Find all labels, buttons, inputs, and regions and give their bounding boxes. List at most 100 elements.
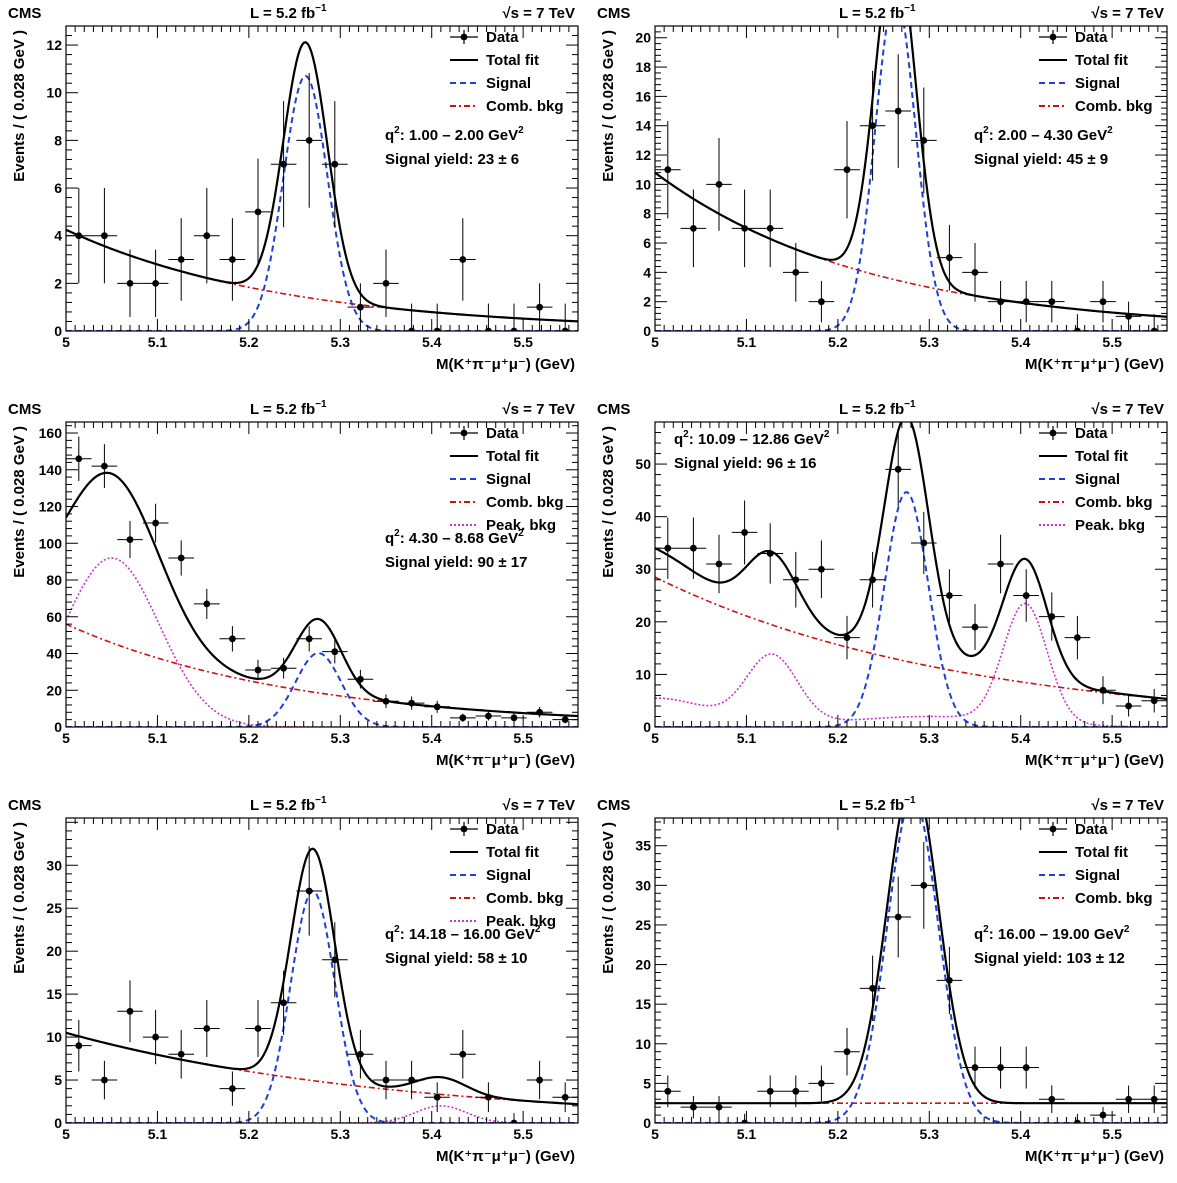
data-point	[117, 249, 143, 318]
y-tick-label: 40	[635, 509, 651, 525]
legend-label: Comb. bkg	[1075, 890, 1153, 907]
signal-curve	[655, 491, 1167, 727]
data-point	[1039, 1085, 1065, 1113]
data-point	[142, 1009, 169, 1065]
data-point	[91, 444, 118, 488]
data-point	[270, 101, 297, 228]
data-point	[1039, 592, 1065, 641]
mass-fit-plot: CMS L = 5.2 fb−1 √s = 7 TeV 5 5.1 5.2 5.3 5.4 5.…	[597, 3, 1168, 373]
legend-entry-comb: Comb. bkg	[450, 98, 564, 115]
y-tick-label: 60	[46, 609, 62, 625]
data-point	[987, 1046, 1014, 1089]
data-point	[219, 218, 246, 301]
data-point	[1064, 1113, 1091, 1123]
legend-label: Data	[486, 425, 519, 442]
legend-label: Total fit	[486, 52, 539, 69]
data-point	[1013, 1046, 1039, 1089]
legend-entry-total: Total fit	[450, 52, 539, 69]
y-tick-label: 140	[39, 462, 63, 478]
legend-label: Signal	[1075, 867, 1120, 884]
data-point	[885, 432, 911, 507]
x-tick-label: 5.1	[148, 1126, 168, 1142]
y-tick-label: 0	[54, 1115, 62, 1131]
x-tick-label: 5	[62, 1126, 70, 1142]
legend-label: Comb. bkg	[486, 890, 564, 907]
luminosity-label: L = 5.2 fb−1	[839, 399, 916, 418]
data-point	[526, 1060, 553, 1100]
data-points	[655, 841, 1167, 1123]
data-point	[66, 436, 92, 481]
y-tick-label: 6	[643, 235, 651, 251]
y-tick-label: 100	[39, 535, 63, 551]
y-tick-label: 35	[635, 838, 651, 854]
data-point	[962, 604, 988, 651]
legend-entry-signal: Signal	[1039, 471, 1120, 488]
legend-label: Data	[486, 821, 519, 838]
y-axis-ticks	[655, 421, 1167, 728]
data-point	[347, 1029, 374, 1079]
data-point	[834, 121, 860, 219]
legend-entry-total: Total fit	[450, 448, 539, 465]
x-axis-label: M(K⁺π⁻μ⁺μ⁻) (GeV)	[1025, 1148, 1164, 1165]
energy-label: √s = 7 TeV	[502, 401, 575, 418]
y-tick-label: 12	[635, 147, 651, 163]
x-tick-label: 5.1	[737, 334, 757, 350]
data-point	[450, 713, 476, 722]
legend: Data Total fit Signal Comb. bkg Peak. bkg	[1039, 425, 1153, 534]
x-tick-label: 5.2	[239, 1126, 259, 1142]
mass-fit-panel-1: CMS L = 5.2 fb−1 √s = 7 TeV 5 5.1 5.2 5.3 5.4 5.…	[0, 0, 588, 391]
plot-frame	[65, 817, 579, 1124]
experiment-label: CMS	[597, 401, 630, 418]
legend-label: Data	[486, 29, 519, 46]
data-point	[168, 1029, 194, 1079]
x-tick-label: 5.4	[1011, 730, 1031, 746]
legend-entry-comb: Comb. bkg	[1039, 98, 1153, 115]
y-tick-label: 0	[54, 323, 62, 339]
data-point	[757, 189, 783, 268]
y-tick-label: 20	[635, 957, 651, 973]
y-tick-label: 2	[54, 275, 62, 291]
data-point	[501, 713, 527, 722]
data-points	[66, 72, 578, 331]
y-axis-label: Events / ( 0.028 GeV )	[600, 426, 617, 578]
data-point	[424, 303, 450, 331]
energy-label: √s = 7 TeV	[502, 5, 575, 22]
signal-curve	[66, 74, 578, 331]
legend-entry-data: Data	[450, 425, 519, 442]
legend-label: Peak. bkg	[486, 913, 556, 930]
mass-fit-plot: CMS L = 5.2 fb−1 √s = 7 TeV 5 5.1 5.2 5.3 5.4 5.…	[597, 795, 1168, 1165]
data-point	[373, 249, 399, 318]
combinatorial-background-curve	[655, 171, 1167, 318]
data-point	[168, 218, 194, 301]
data-point	[1115, 301, 1142, 331]
data-point	[1141, 688, 1167, 713]
x-tick-label: 5.1	[737, 730, 757, 746]
data-point	[962, 1046, 988, 1089]
legend-label: Signal	[486, 867, 531, 884]
legend: Data Total fit Signal Comb. bkg	[1039, 821, 1153, 907]
data-point	[808, 1065, 835, 1102]
y-tick-label: 16	[635, 88, 651, 104]
y-axis-ticks	[66, 425, 578, 728]
x-axis-ticks	[654, 422, 1168, 727]
y-tick-label: 4	[54, 228, 62, 244]
x-tick-label: 5	[62, 730, 70, 746]
y-tick-label: 4	[643, 264, 651, 280]
y-tick-label: 80	[46, 572, 62, 588]
y-tick-label: 40	[46, 646, 62, 662]
data-point	[731, 189, 758, 268]
data-points	[655, 54, 1167, 331]
data-point	[987, 534, 1014, 594]
combinatorial-background-curve	[66, 1032, 578, 1105]
mass-fit-panel-6: CMS L = 5.2 fb−1 √s = 7 TeV 5 5.1 5.2 5.3 5.4 5.…	[589, 792, 1177, 1183]
total-fit-curve	[66, 847, 578, 1106]
data-point	[475, 303, 502, 331]
legend-entry-data: Data	[1039, 29, 1108, 46]
plot-frame	[65, 25, 579, 332]
data-point	[91, 1060, 118, 1100]
y-tick-label: 25	[46, 900, 62, 916]
data-point	[706, 1095, 732, 1119]
data-point	[322, 639, 348, 664]
y-axis-ticks	[66, 25, 578, 332]
data-point	[936, 946, 963, 1015]
